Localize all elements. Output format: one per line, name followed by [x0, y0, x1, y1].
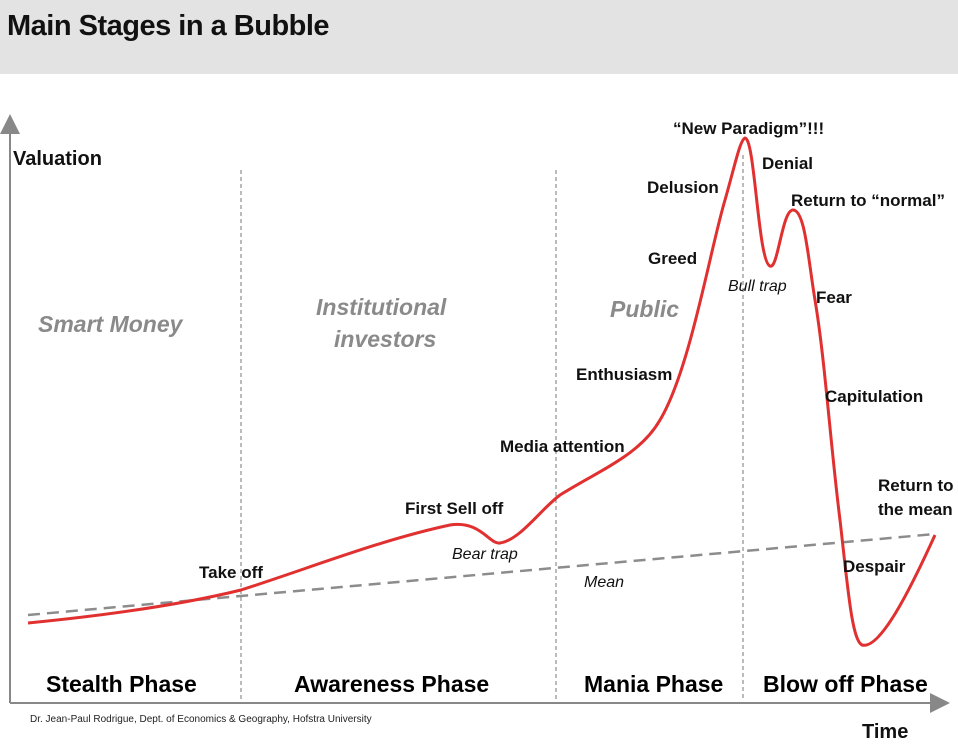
stage-first-sell-off: First Sell off — [405, 499, 504, 518]
x-axis-label: Time — [862, 721, 908, 743]
stage-return-to-mean-line1: Return to — [878, 476, 954, 495]
stage-enthusiasm: Enthusiasm — [576, 365, 672, 384]
stage-capitulation: Capitulation — [825, 387, 923, 406]
mean-label: Mean — [584, 574, 624, 591]
stage-despair: Despair — [843, 557, 906, 576]
phase-stealth: Stealth Phase — [46, 671, 197, 697]
phase-blow-off: Blow off Phase — [763, 671, 928, 697]
stage-return-to-mean-line2: the mean — [878, 500, 953, 519]
phase-mania: Mania Phase — [584, 671, 723, 697]
stage-take-off: Take off — [199, 563, 263, 582]
stage-return-to-normal: Return to “normal” — [791, 191, 945, 210]
bubble-curve — [27, 136, 937, 647]
stage-delusion: Delusion — [647, 178, 719, 197]
investor-group-smart-money: Smart Money — [38, 311, 184, 337]
investor-group-institutional: Institutional — [316, 294, 447, 320]
stage-greed: Greed — [648, 249, 697, 268]
investor-group-public: Public — [610, 296, 679, 322]
stage-media-attention: Media attention — [500, 437, 625, 456]
phase-awareness: Awareness Phase — [294, 671, 489, 697]
stage-denial: Denial — [762, 154, 813, 173]
stage-fear: Fear — [816, 288, 852, 307]
title-bar: Main Stages in a Bubble — [0, 0, 958, 74]
y-axis-label: Valuation — [13, 148, 102, 170]
page-title: Main Stages in a Bubble — [7, 10, 330, 42]
stage-bull-trap: Bull trap — [728, 278, 787, 295]
stage-new-paradigm: “New Paradigm”!!! — [673, 119, 824, 138]
investor-group-investors: investors — [334, 326, 436, 352]
stage-bear-trap: Bear trap — [452, 546, 518, 563]
credit-line: Dr. Jean-Paul Rodrigue, Dept. of Economi… — [30, 714, 372, 725]
